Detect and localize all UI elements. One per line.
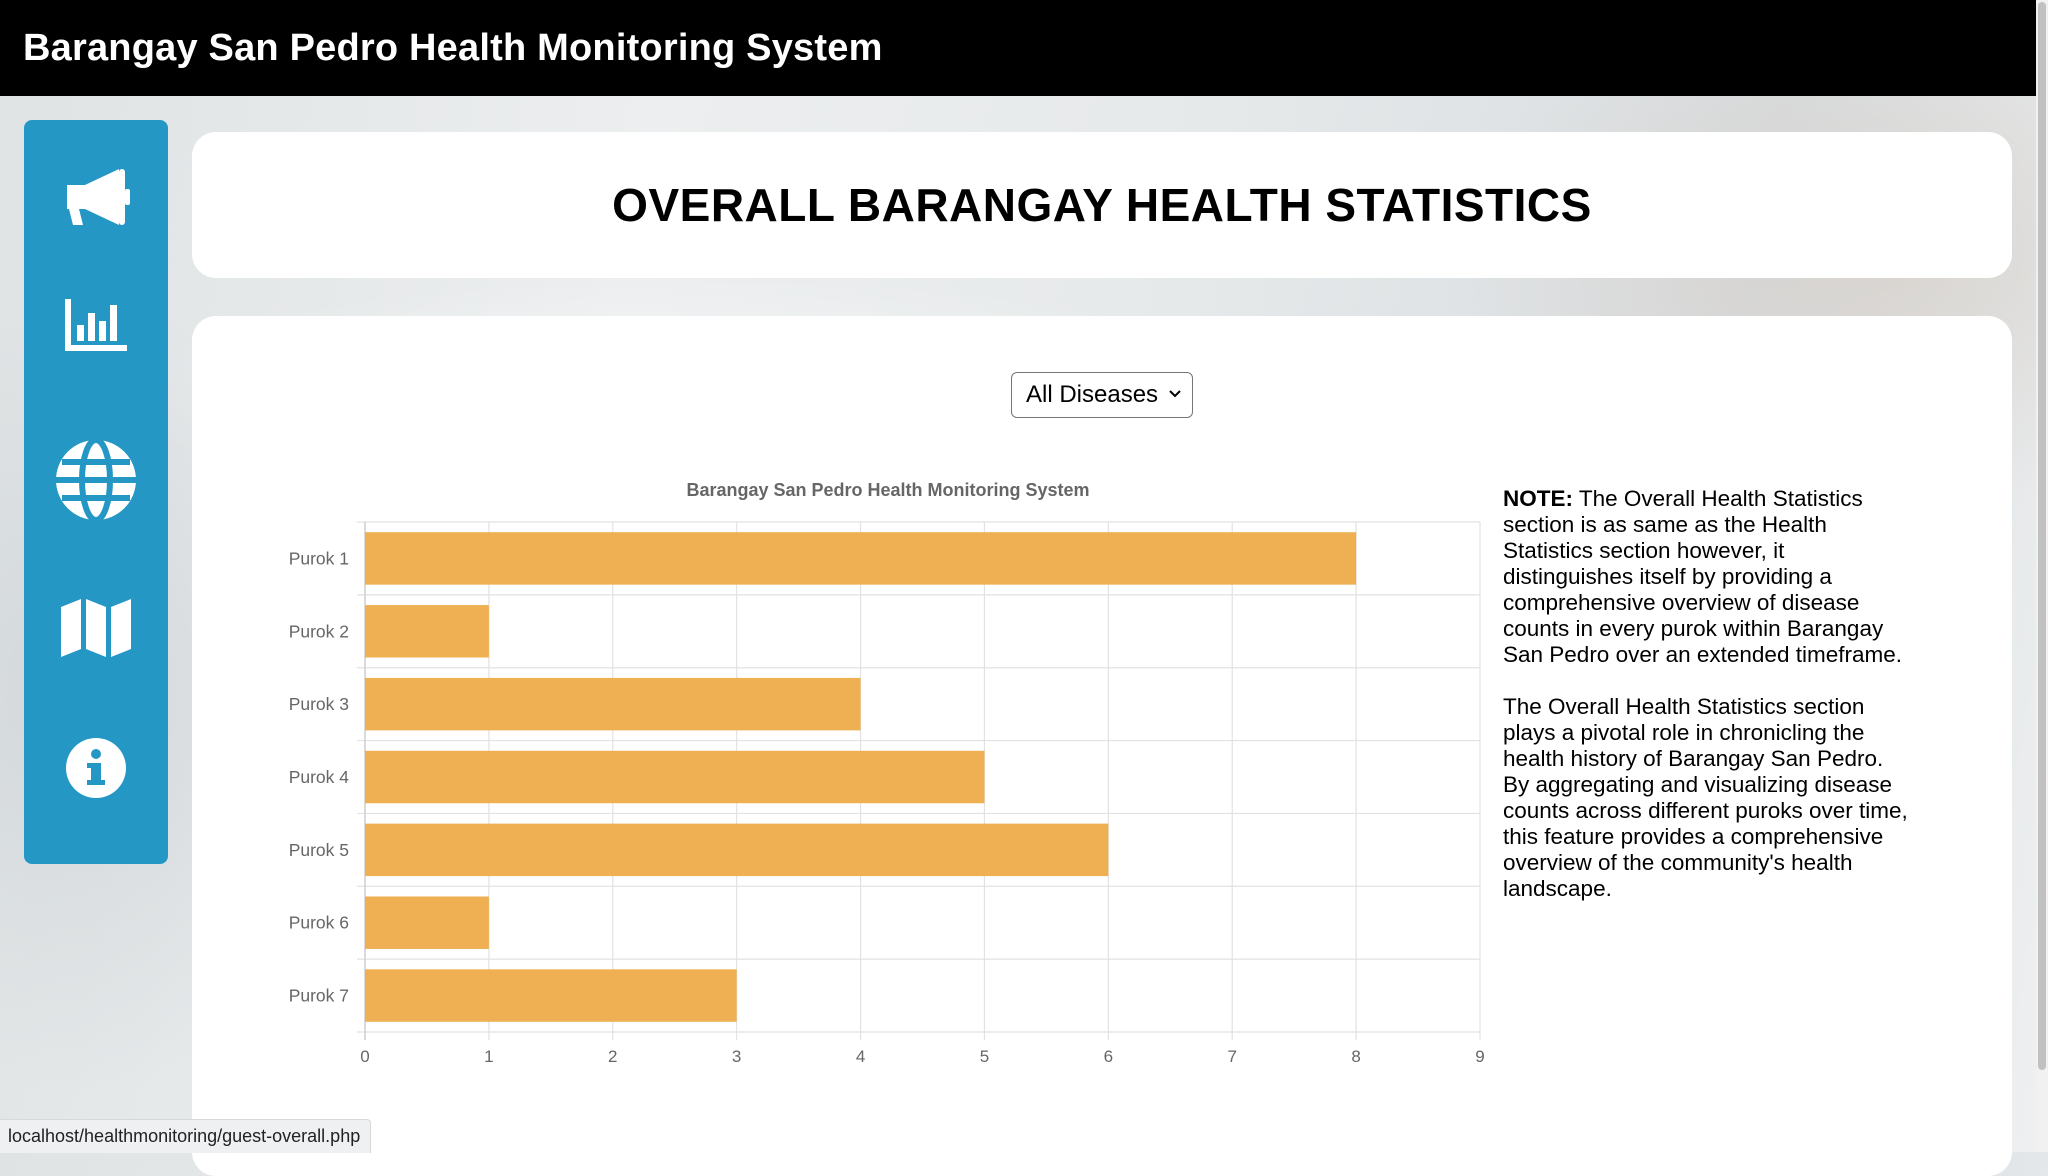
chart-value-axis: 0 1 2 3 4 5 6 7 8 9 (360, 1047, 1484, 1066)
x-tick-label: 7 (1227, 1047, 1236, 1066)
x-tick-label: 8 (1351, 1047, 1360, 1066)
megaphone-icon (67, 169, 130, 225)
x-tick-label: 9 (1475, 1047, 1484, 1066)
sidebar-item-overall-statistics[interactable] (24, 430, 168, 530)
info-icon (66, 738, 126, 798)
note-paragraph-2: The Overall Health Statistics section pl… (1503, 694, 1908, 901)
category-label: Purok 3 (289, 694, 349, 714)
bar[interactable] (365, 605, 489, 658)
bar-chart-icon (65, 299, 127, 351)
sidebar-item-announcements[interactable] (24, 152, 168, 242)
bar[interactable] (365, 823, 1109, 877)
top-bar: Barangay San Pedro Health Monitoring Sys… (0, 0, 2036, 96)
x-tick-label: 6 (1104, 1047, 1113, 1066)
bar[interactable] (365, 532, 1357, 585)
bar[interactable] (365, 969, 737, 1022)
bar[interactable] (365, 896, 489, 949)
category-label: Purok 2 (289, 621, 349, 641)
page-title: OVERALL BARANGAY HEALTH STATISTICS (612, 179, 1592, 231)
app-title: Barangay San Pedro Health Monitoring Sys… (23, 26, 883, 69)
disease-filter-value: All Diseases (1026, 381, 1159, 408)
bar[interactable] (365, 677, 861, 731)
category-label: Purok 6 (289, 913, 349, 933)
chart-title: Barangay San Pedro Health Monitoring Sys… (686, 480, 1089, 500)
category-label: Purok 4 (289, 767, 350, 787)
disease-filter-select[interactable]: All Diseases (1011, 372, 1193, 418)
category-label: Purok 7 (289, 986, 349, 1006)
category-label: Purok 1 (289, 548, 349, 568)
note-paragraph-1: NOTE: The Overall Health Statistics sect… (1503, 486, 1902, 667)
chevron-down-icon (1169, 390, 1181, 398)
status-bar-url: localhost/healthmonitoring/guest-overall… (0, 1119, 372, 1153)
x-tick-label: 2 (608, 1047, 617, 1066)
chart-category-labels: Purok 1 Purok 2 Purok 3 Purok 4 Purok 5 Purok… (289, 548, 350, 1005)
heading-panel: OVERALL BARANGAY HEALTH STATISTICS (192, 132, 2012, 278)
x-tick-label: 5 (980, 1047, 989, 1066)
bar[interactable] (365, 750, 985, 804)
note-label: NOTE: (1503, 486, 1573, 511)
x-tick-label: 0 (360, 1047, 369, 1066)
x-tick-label: 3 (732, 1047, 741, 1066)
sidebar (24, 120, 168, 864)
chart-bars (365, 532, 1357, 1022)
map-icon (61, 599, 131, 657)
page-scrollbar[interactable] (2036, 0, 2048, 1152)
disease-count-chart: Barangay San Pedro Health Monitoring Sys… (289, 480, 1485, 1066)
statistics-panel (192, 316, 2012, 1176)
globe-icon (56, 438, 136, 522)
note-text: NOTE: The Overall Health Statistics sect… (1503, 486, 1913, 928)
sidebar-item-map[interactable] (24, 580, 168, 676)
scrollbar-thumb[interactable] (2038, 2, 2046, 1070)
sidebar-item-health-statistics[interactable] (24, 280, 168, 370)
category-label: Purok 5 (289, 840, 349, 860)
x-tick-label: 4 (856, 1047, 865, 1066)
x-tick-label: 1 (484, 1047, 493, 1066)
sidebar-item-about[interactable] (24, 720, 168, 816)
